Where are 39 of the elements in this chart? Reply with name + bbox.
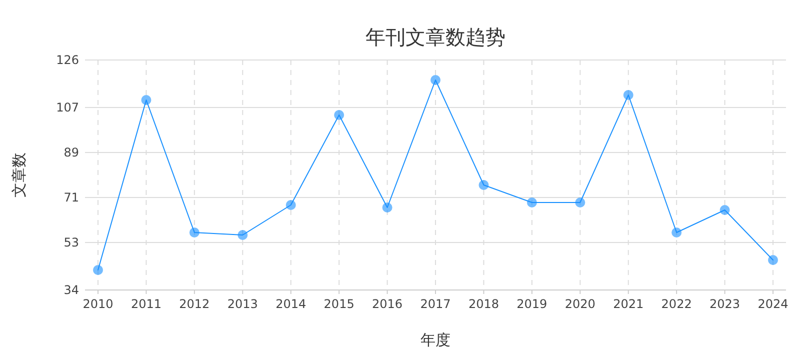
x-axis-title: 年度 <box>420 331 450 349</box>
point <box>238 230 248 240</box>
point <box>93 265 103 275</box>
point <box>189 228 200 238</box>
x-tick-label: 2010 <box>82 297 114 311</box>
point <box>334 110 344 120</box>
y-axis-title: 文章数 <box>10 152 28 198</box>
x-tick-label: 2017 <box>420 297 451 311</box>
x-tick-label: 2013 <box>227 297 258 311</box>
x-tick-label: 2012 <box>179 297 210 311</box>
x-tick-label: 2018 <box>468 297 499 311</box>
x-tick-label: 2023 <box>710 297 740 311</box>
point <box>672 228 682 238</box>
x-tick-label: 2022 <box>661 297 692 311</box>
point <box>478 180 489 190</box>
x-tick-label: 2019 <box>516 297 548 311</box>
point <box>526 198 537 208</box>
point <box>141 95 152 105</box>
chart-title: 年刊文章数趋势 <box>366 25 506 49</box>
point <box>382 202 392 212</box>
point <box>768 255 778 265</box>
x-tick-label: 2015 <box>324 297 354 311</box>
point <box>286 200 296 210</box>
y-tick-label: 53 <box>64 236 79 250</box>
y-tick-label: 126 <box>56 53 79 67</box>
x-tick-label: 2014 <box>276 297 306 311</box>
point <box>623 90 634 100</box>
y-tick-label: 107 <box>56 100 79 114</box>
point <box>430 75 440 85</box>
point <box>720 205 730 215</box>
x-tick-label: 2021 <box>613 297 644 311</box>
point <box>575 198 586 208</box>
x-tick-label: 2020 <box>564 297 596 311</box>
y-tick-label: 89 <box>64 146 79 160</box>
x-tick-label: 2024 <box>758 297 788 311</box>
x-tick-label: 2011 <box>130 297 162 311</box>
y-tick-label: 71 <box>64 190 79 204</box>
y-tick-label: 34 <box>64 283 79 297</box>
x-tick-label: 2016 <box>372 297 403 311</box>
